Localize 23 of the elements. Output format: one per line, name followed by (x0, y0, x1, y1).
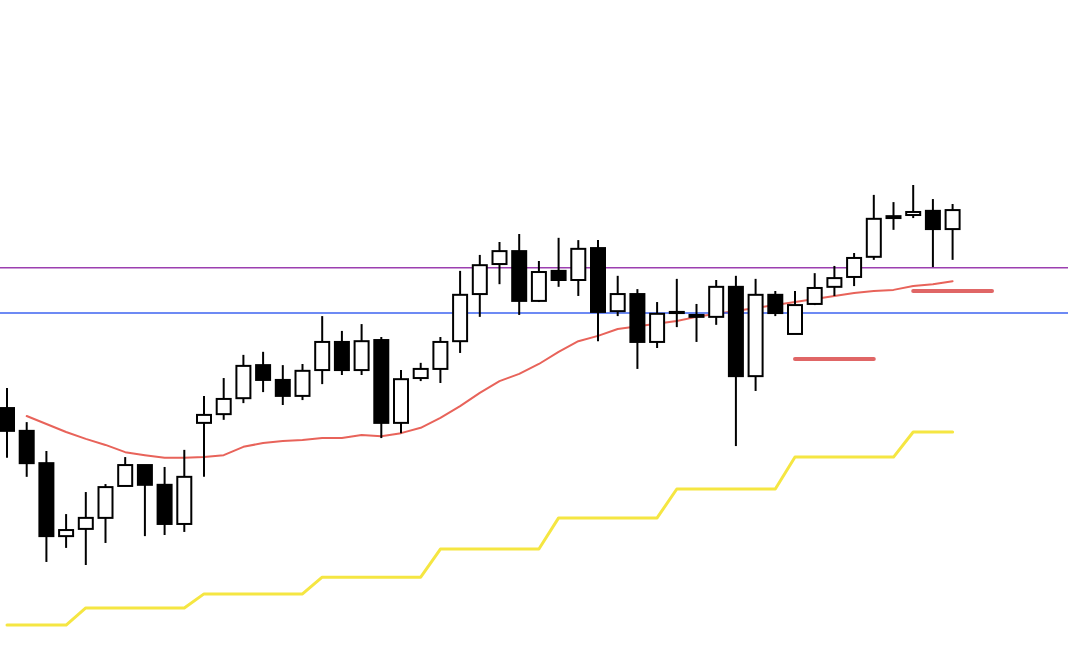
candlestick (491, 241, 508, 286)
candlestick (885, 201, 902, 231)
candlestick (668, 277, 685, 329)
candlestick (136, 464, 153, 538)
candlestick (944, 203, 961, 261)
candlestick (688, 302, 705, 343)
candlestick (550, 236, 567, 288)
candlestick (767, 290, 784, 318)
candlestick (826, 264, 843, 297)
candlestick (117, 456, 134, 487)
candlestick (806, 272, 823, 307)
candlestick (58, 513, 75, 549)
candlestick (77, 491, 94, 566)
candlestick (924, 198, 941, 269)
candlestick (215, 377, 232, 421)
candlestick (846, 252, 863, 288)
candlestick (274, 364, 291, 407)
candlestick (412, 361, 429, 383)
candlestick (905, 184, 922, 220)
candlestick (609, 274, 626, 318)
candlestick (255, 350, 272, 394)
candlestick (0, 386, 15, 459)
candlestick (196, 394, 212, 478)
